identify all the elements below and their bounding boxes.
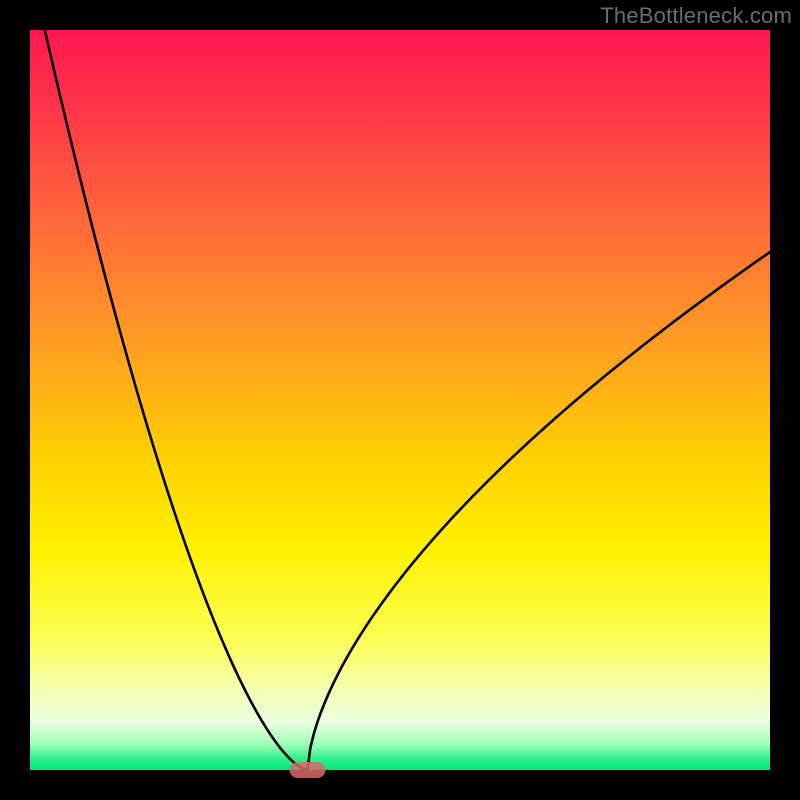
chart-container: TheBottleneck.com [0, 0, 800, 800]
optimum-marker [290, 762, 326, 778]
chart-svg [0, 0, 800, 800]
plot-background [30, 30, 770, 770]
